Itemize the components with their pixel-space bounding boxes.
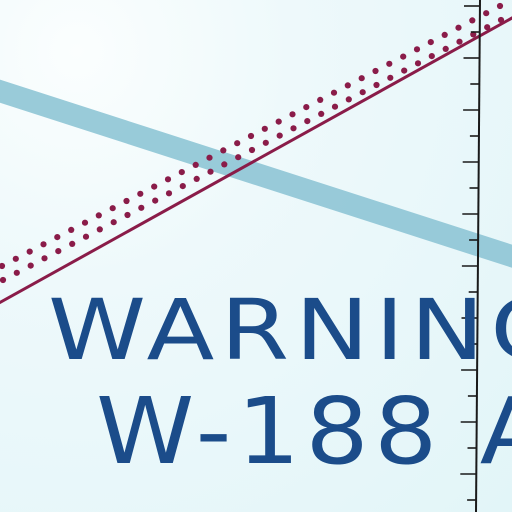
meridian-ticks	[460, 5, 480, 501]
meridian-scale	[460, 0, 481, 512]
boundary-dot	[318, 110, 325, 117]
boundary-dot	[304, 118, 311, 125]
boundary-dot	[455, 24, 462, 31]
boundary-dot	[0, 262, 6, 270]
boundary-dot	[275, 118, 282, 125]
boundary-dot	[289, 111, 296, 118]
boundary-dot	[164, 176, 172, 183]
boundary-dot	[261, 125, 268, 132]
boundary-dot	[470, 31, 477, 38]
boundary-dot	[123, 197, 130, 205]
boundary-dot	[95, 212, 102, 219]
warning-area-boundary-dots	[0, 2, 505, 284]
boundary-dot	[220, 147, 227, 154]
boundary-dot	[207, 168, 214, 175]
boundary-dot	[41, 255, 48, 262]
boundary-dot	[54, 234, 61, 241]
boundary-dot	[235, 154, 242, 161]
boundary-dot	[96, 226, 103, 233]
boundary-dot	[330, 89, 338, 96]
boundary-dot	[469, 17, 476, 24]
boundary-dot	[109, 205, 116, 212]
boundary-dot	[428, 53, 435, 60]
boundary-dot	[55, 248, 62, 255]
boundary-dot	[151, 183, 158, 190]
boundary-dot	[221, 161, 228, 168]
boundary-dot	[317, 96, 324, 103]
boundary-dot	[124, 211, 131, 219]
meridian-line	[475, 0, 481, 512]
boundary-dot	[484, 24, 491, 31]
boundary-dot	[13, 269, 20, 276]
boundary-dot	[496, 2, 504, 10]
boundary-dot	[137, 190, 144, 197]
boundary-dot	[206, 154, 213, 161]
boundary-dot	[427, 39, 434, 46]
boundary-dot	[401, 67, 408, 74]
boundary-dot	[344, 82, 351, 89]
boundary-dot	[68, 226, 75, 233]
route-band	[0, 79, 512, 268]
boundary-dot	[373, 81, 380, 89]
boundary-dot	[372, 67, 379, 75]
boundary-dot	[387, 74, 394, 81]
boundary-dot	[179, 183, 186, 190]
warning-area-label-line1: WARNING	[48, 281, 512, 379]
boundary-dot	[400, 53, 407, 60]
boundary-dot	[413, 46, 421, 53]
boundary-dot	[247, 132, 255, 140]
boundary-dot	[152, 197, 159, 204]
boundary-dot	[456, 38, 463, 45]
warning-area-boundary-line	[0, 16, 512, 305]
boundary-dot	[0, 276, 7, 284]
boundary-dot	[303, 104, 310, 111]
boundary-dot	[441, 31, 448, 38]
boundary-dot	[414, 60, 422, 67]
boundary-dot	[69, 240, 76, 247]
boundary-dot	[234, 140, 241, 147]
boundary-dot	[40, 241, 47, 248]
boundary-dot	[262, 139, 269, 146]
boundary-dot	[27, 262, 34, 269]
boundary-dot	[192, 161, 199, 168]
boundary-dot	[110, 219, 117, 226]
boundary-dot	[331, 103, 339, 110]
boundary-dot	[138, 204, 145, 211]
boundary-dot	[442, 45, 449, 53]
boundary-dot	[290, 125, 297, 132]
boundary-dot	[82, 233, 90, 240]
boundary-dot	[12, 255, 19, 262]
warning-area-label-line2: W-188 A	[96, 378, 512, 485]
boundary-dot	[193, 175, 200, 182]
boundary-dot	[165, 190, 173, 197]
boundary-dot	[81, 219, 89, 226]
boundary-dot	[248, 146, 256, 154]
boundary-dot	[483, 10, 490, 17]
boundary-dot	[345, 96, 352, 103]
boundary-dot	[26, 248, 33, 255]
boundary-dot	[276, 132, 283, 139]
boundary-dot	[359, 89, 366, 96]
boundary-dot	[178, 169, 185, 176]
boundary-dot	[386, 60, 393, 67]
boundary-dot	[358, 75, 365, 82]
